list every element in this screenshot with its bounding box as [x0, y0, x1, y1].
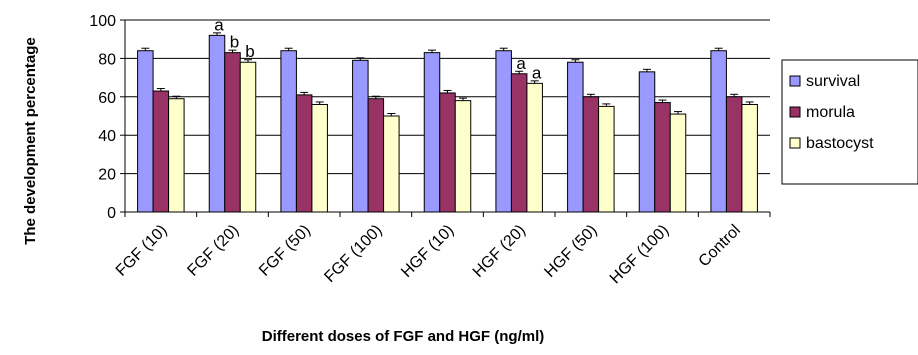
- x-axis-title: Different doses of FGF and HGF (ng/ml): [262, 328, 545, 345]
- legend-swatch: [789, 137, 801, 149]
- bar: [454, 100, 472, 213]
- significance-label: a: [532, 63, 542, 82]
- bar: [367, 98, 385, 213]
- bar: [710, 50, 727, 213]
- x-tick-label: HGF (10): [398, 222, 457, 281]
- legend-label: survival: [806, 73, 860, 90]
- legend-swatch: [789, 106, 801, 118]
- y-tick-label: 20: [98, 167, 116, 184]
- axes: [120, 19, 771, 217]
- legend-label: morula: [806, 104, 855, 121]
- bar: [638, 71, 656, 213]
- bar: [598, 105, 615, 213]
- bar: [383, 115, 400, 213]
- bar: [239, 61, 257, 213]
- x-tick-label: FGF (10): [113, 222, 171, 280]
- bar: [741, 103, 758, 213]
- bar: [669, 113, 687, 213]
- bar: [582, 96, 600, 213]
- legend-label: bastocyst: [806, 135, 874, 152]
- y-tick-label: 40: [98, 128, 116, 145]
- bar: [495, 50, 512, 213]
- legend: survival morula bastocyst: [781, 59, 918, 185]
- bar: [152, 90, 170, 213]
- bar: [725, 96, 743, 213]
- x-tick-label: FGF (50): [256, 222, 314, 280]
- legend-swatch: [789, 75, 801, 87]
- bar: [423, 52, 441, 213]
- y-axis-title: The development percentage: [22, 37, 39, 245]
- bar: [168, 98, 185, 213]
- bar: [311, 103, 328, 213]
- x-tick-label: HGF (100): [607, 222, 672, 287]
- x-tick-label: FGF (100): [321, 222, 385, 286]
- bar: [439, 92, 456, 213]
- bar: [137, 50, 154, 213]
- bar: [295, 94, 313, 213]
- bar: [352, 59, 369, 213]
- bar: [280, 50, 297, 213]
- x-tick-label: HGF (20): [470, 222, 529, 281]
- bar: [526, 82, 543, 213]
- bar: [208, 34, 226, 213]
- x-tick-label: HGF (50): [541, 222, 600, 281]
- significance-label: a: [516, 54, 526, 73]
- x-tick-label: Control: [696, 222, 744, 270]
- legend-box: [781, 59, 918, 185]
- bar: [654, 102, 671, 213]
- x-tick-label: FGF (20): [184, 222, 242, 280]
- y-tick-label: 80: [98, 51, 116, 68]
- significance-label: b: [245, 42, 254, 61]
- y-tick-label: 100: [89, 13, 116, 30]
- significance-label: a: [214, 15, 224, 34]
- y-tick-label: 60: [98, 90, 116, 107]
- bar: [224, 52, 241, 213]
- bar: [567, 61, 584, 213]
- bar: [510, 73, 528, 213]
- y-tick-label: 0: [107, 205, 116, 222]
- significance-label: b: [230, 33, 239, 52]
- bars: [137, 32, 758, 213]
